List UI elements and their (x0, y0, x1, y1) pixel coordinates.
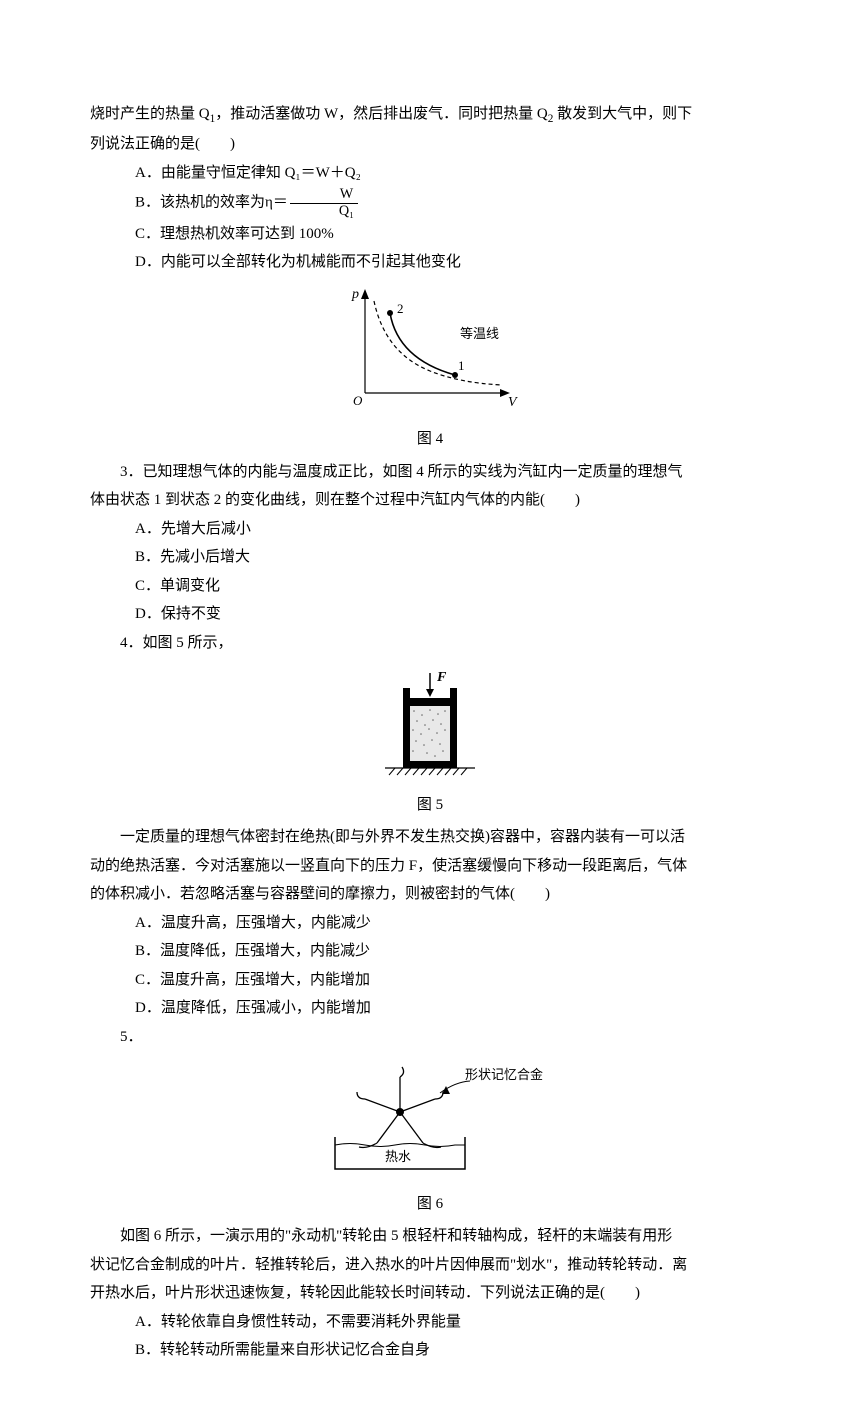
q5-option-B: B．转轮转动所需能量来自形状记忆合金自身 (90, 1336, 770, 1365)
figure-6: 热水 形状记忆合金 (90, 1057, 770, 1188)
alloy-label: 形状记忆合金 (465, 1067, 543, 1082)
isotherm-label: 等温线 (460, 326, 499, 341)
axis-V-label: V (508, 395, 518, 410)
fraction-W-Q1: WQ₁ (290, 187, 358, 219)
q4-intro: 4．如图 5 所示， (90, 629, 770, 658)
q2-stem-line2: 列说法正确的是( ) (90, 130, 770, 159)
q2-option-D: D．内能可以全部转化为机械能而不引起其他变化 (90, 248, 770, 277)
q4-option-D: D．温度降低，压强减小，内能增加 (90, 994, 770, 1023)
q2-option-B: B．该热机的效率为η＝WQ₁ (90, 187, 770, 219)
q3-option-B: B．先减小后增大 (90, 543, 770, 572)
figure-5-caption: 图 5 (90, 791, 770, 820)
q4-stem-line2: 动的绝热活塞．今对活塞施以一竖直向下的压力 F，使活塞缓慢向下移动一段距离后，气… (90, 852, 770, 881)
figure-5: F (90, 663, 770, 789)
q5-option-A: A．转轮依靠自身惯性转动，不需要消耗外界能量 (90, 1308, 770, 1337)
q5-stem-line2: 状记忆合金制成的叶片．轻推转轮后，进入热水的叶片因伸展而"划水"，推动转轮转动．… (90, 1251, 770, 1280)
q4-option-B: B．温度降低，压强增大，内能减少 (90, 937, 770, 966)
axis-p-label: p (351, 287, 359, 302)
axis-O-label: O (353, 393, 363, 408)
q2-stem-line1: 烧时产生的热量 Q1，推动活塞做功 W，然后排出废气．同时把热量 Q2 散发到大… (90, 100, 770, 130)
q5-intro: 5． (90, 1023, 770, 1052)
q2-option-C: C．理想热机效率可达到 100% (90, 220, 770, 249)
q3-option-A: A．先增大后减小 (90, 515, 770, 544)
svg-text:2: 2 (397, 301, 404, 316)
q5-stem-line3: 开热水后，叶片形状迅速恢复，转轮因此能较长时间转动．下列说法正确的是( ) (90, 1279, 770, 1308)
q3-stem-line1: 3．已知理想气体的内能与温度成正比，如图 4 所示的实线为汽缸内一定质量的理想气 (90, 458, 770, 487)
figure-4: p V O 2 1 等温线 (90, 283, 770, 424)
q3-option-D: D．保持不变 (90, 600, 770, 629)
figure-6-caption: 图 6 (90, 1190, 770, 1219)
q4-option-C: C．温度升高，压强增大，内能增加 (90, 966, 770, 995)
q3-option-C: C．单调变化 (90, 572, 770, 601)
q4-option-A: A．温度升高，压强增大，内能减少 (90, 909, 770, 938)
q4-stem-line3: 的体积减小．若忽略活塞与容器壁间的摩擦力，则被密封的气体( ) (90, 880, 770, 909)
q5-stem-line1: 如图 6 所示，一演示用的"永动机"转轮由 5 根轻杆和转轴构成，轻杆的末端装有… (90, 1222, 770, 1251)
force-F-label: F (436, 670, 447, 685)
q2-option-A: A．由能量守恒定律知 Q₁＝W＋Q₂ (90, 159, 770, 188)
q3-stem-line2: 体由状态 1 到状态 2 的变化曲线，则在整个过程中汽缸内气体的内能( ) (90, 486, 770, 515)
figure-4-caption: 图 4 (90, 425, 770, 454)
q4-stem-line1: 一定质量的理想气体密封在绝热(即与外界不发生热交换)容器中，容器内装有一可以活 (90, 823, 770, 852)
hot-water-label: 热水 (385, 1149, 411, 1164)
svg-text:1: 1 (458, 358, 465, 373)
